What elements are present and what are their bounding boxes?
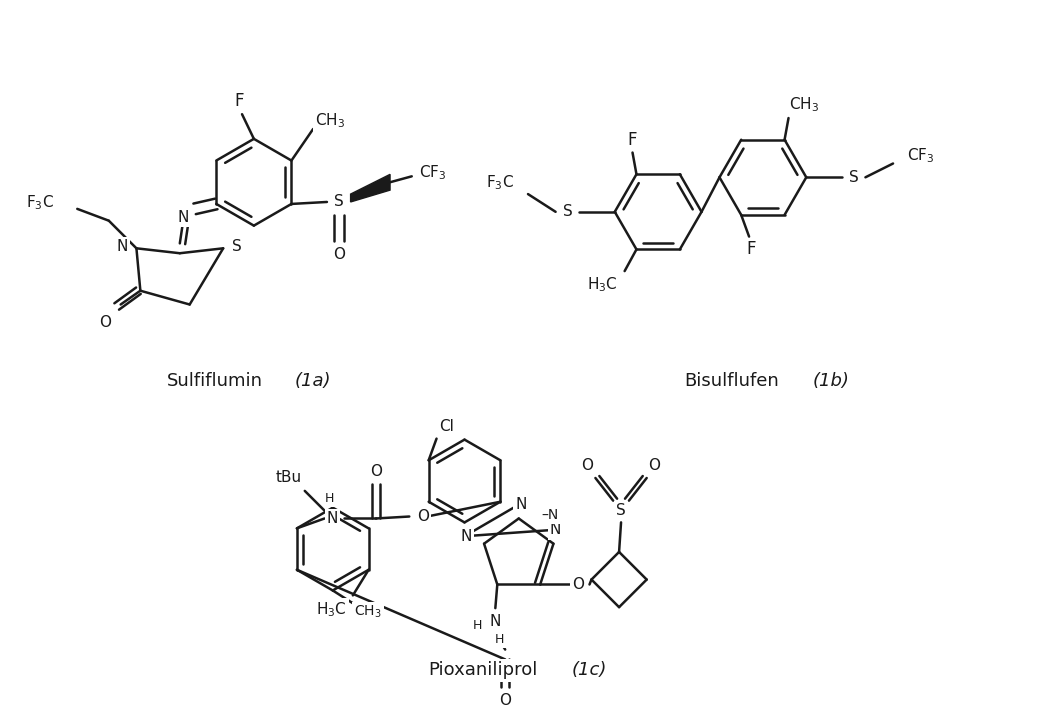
Text: Sulfiflumin: Sulfiflumin [167, 372, 263, 390]
Text: H: H [473, 619, 482, 632]
Text: H$_3$C: H$_3$C [315, 600, 346, 619]
Text: O: O [572, 577, 583, 592]
Text: S: S [848, 169, 859, 185]
Text: F: F [746, 241, 755, 258]
Text: F$_3$C: F$_3$C [25, 194, 54, 212]
Text: N: N [327, 511, 338, 526]
Text: N: N [117, 239, 129, 254]
Text: S: S [616, 503, 626, 518]
Text: O: O [649, 458, 660, 473]
Text: Cl: Cl [439, 419, 454, 434]
Text: CF$_3$: CF$_3$ [419, 163, 446, 182]
Text: Pioxaniliprol: Pioxaniliprol [428, 661, 537, 679]
Text: Bisulflufen: Bisulflufen [685, 372, 780, 390]
Text: F: F [628, 131, 637, 149]
Text: S: S [562, 204, 572, 219]
Text: F$_3$C: F$_3$C [486, 173, 515, 192]
Text: (1a): (1a) [294, 372, 331, 390]
Text: N: N [550, 523, 561, 538]
Text: –N: –N [541, 508, 558, 523]
Text: N: N [177, 210, 189, 225]
Text: O: O [499, 693, 512, 708]
Text: tBu: tBu [276, 470, 302, 485]
Text: O: O [99, 315, 111, 330]
Text: S: S [232, 239, 242, 254]
Text: CH$_3$: CH$_3$ [354, 604, 382, 620]
Polygon shape [350, 174, 390, 202]
Text: H: H [495, 633, 504, 646]
Text: H: H [325, 492, 334, 506]
Text: CF$_3$: CF$_3$ [907, 146, 935, 165]
Text: F: F [234, 93, 244, 110]
Text: (1b): (1b) [812, 372, 849, 390]
Text: CH$_3$: CH$_3$ [789, 95, 820, 114]
Text: O: O [332, 247, 345, 262]
Text: N: N [515, 497, 526, 512]
Text: CH$_3$: CH$_3$ [314, 112, 345, 130]
Text: S: S [333, 194, 344, 209]
Text: O: O [417, 509, 429, 524]
Text: H$_3$C: H$_3$C [587, 276, 617, 294]
Text: N: N [490, 614, 501, 629]
Text: O: O [581, 458, 594, 473]
Text: (1c): (1c) [572, 661, 607, 679]
Text: O: O [369, 464, 382, 478]
Text: N: N [461, 529, 473, 544]
